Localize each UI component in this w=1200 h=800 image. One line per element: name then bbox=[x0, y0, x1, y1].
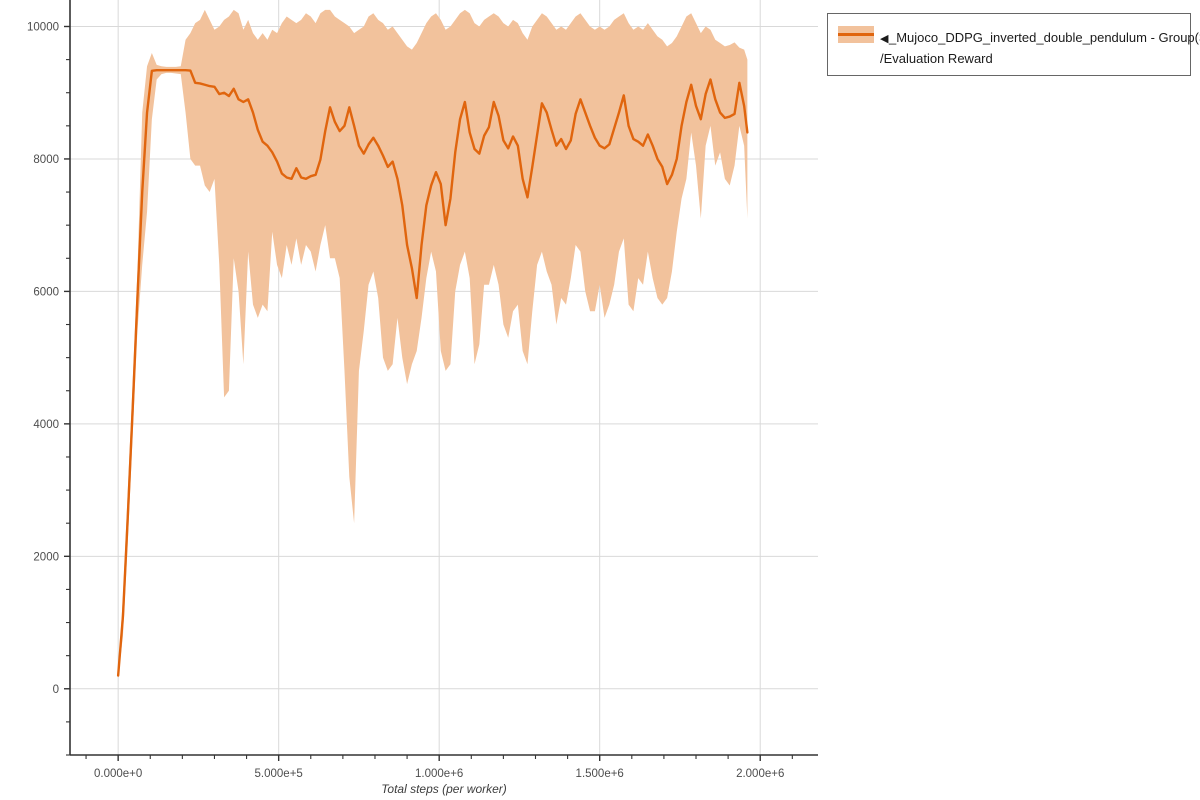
x-axis-title: Total steps (per worker) bbox=[381, 782, 507, 796]
series-confidence-band bbox=[118, 9, 748, 679]
y-tick-label: 4000 bbox=[33, 419, 59, 431]
legend-series-name: _Mujoco_DDPG_inverted_double_pendulum - … bbox=[888, 30, 1200, 45]
x-tick-label: 2.000e+6 bbox=[736, 768, 784, 780]
y-tick-label: 10000 bbox=[27, 21, 59, 33]
chart-legend[interactable]: ◀_Mujoco_DDPG_inverted_double_pendulum -… bbox=[827, 13, 1200, 76]
y-tick-label: 0 bbox=[53, 684, 59, 696]
y-tick-label: 8000 bbox=[33, 154, 59, 166]
x-tick-label: 1.000e+6 bbox=[415, 768, 463, 780]
x-tick-label: 5.000e+5 bbox=[255, 768, 303, 780]
x-tick-label: 0.000e+0 bbox=[94, 768, 142, 780]
legend-color-swatch-icon bbox=[838, 26, 874, 43]
legend-line-swatch bbox=[838, 33, 874, 36]
legend-label-line-2: /Evaluation Reward bbox=[880, 51, 993, 66]
y-tick-label: 2000 bbox=[33, 551, 59, 563]
mean-line bbox=[116, 69, 749, 677]
axis-tick-labels: 0 2000 4000 6000 8000 10000 0.000e+0 5.000e+5 1.… bbox=[27, 21, 784, 780]
y-tick-label: 6000 bbox=[33, 286, 59, 298]
series-mean-line bbox=[116, 69, 749, 677]
axis-ticks bbox=[64, 25, 793, 761]
x-tick-label: 1.500e+6 bbox=[576, 768, 624, 780]
legend-entry[interactable]: ◀_Mujoco_DDPG_inverted_double_pendulum -… bbox=[838, 25, 1200, 52]
legend-label-line-1: ◀_Mujoco_DDPG_inverted_double_pendulum -… bbox=[880, 25, 1200, 52]
confidence-band bbox=[118, 9, 748, 679]
legend-marker-glyph-icon: ◀ bbox=[880, 33, 889, 45]
